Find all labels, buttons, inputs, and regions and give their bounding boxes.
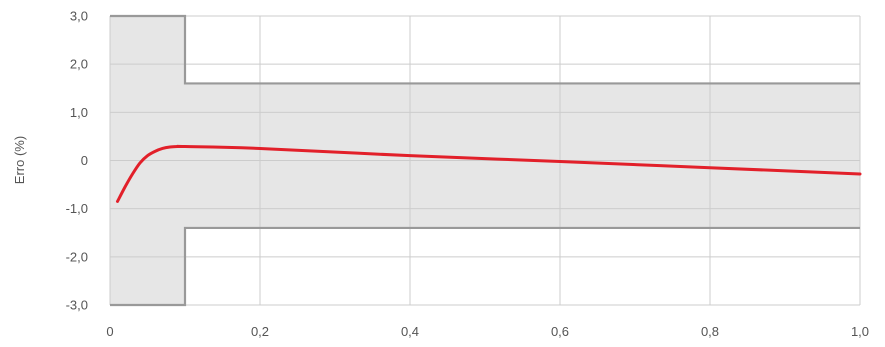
x-tick-label-1: 0,2 bbox=[251, 324, 269, 339]
lower-limit-line bbox=[110, 226, 860, 307]
x-tick-label-4: 0,8 bbox=[701, 324, 719, 339]
y-tick-label-3: 0 bbox=[81, 153, 88, 168]
upper-limit-line bbox=[110, 14, 860, 85]
x-axis-ticks: 0 0,2 0,4 0,6 0,8 1,0 bbox=[106, 324, 869, 339]
x-tick-label-3: 0,6 bbox=[551, 324, 569, 339]
y-axis-label: Erro (%) bbox=[12, 136, 27, 184]
y-tick-label-2: 1,0 bbox=[70, 105, 88, 120]
series-group bbox=[116, 144, 862, 203]
series-line bbox=[116, 144, 862, 203]
y-tick-label-4: -1,0 bbox=[66, 201, 88, 216]
grid bbox=[109, 15, 861, 306]
y-axis-ticks: 3,0 2,0 1,0 0 -1,0 -2,0 -3,0 bbox=[66, 9, 88, 313]
y-tick-label-1: 2,0 bbox=[70, 57, 88, 72]
limit-lines bbox=[110, 14, 860, 307]
x-tick-label-5: 1,0 bbox=[851, 324, 869, 339]
y-tick-label-6: -3,0 bbox=[66, 298, 88, 313]
y-tick-label-5: -2,0 bbox=[66, 249, 88, 264]
x-tick-label-2: 0,4 bbox=[401, 324, 419, 339]
x-tick-label-0: 0 bbox=[106, 324, 113, 339]
y-tick-label-0: 3,0 bbox=[70, 9, 88, 24]
